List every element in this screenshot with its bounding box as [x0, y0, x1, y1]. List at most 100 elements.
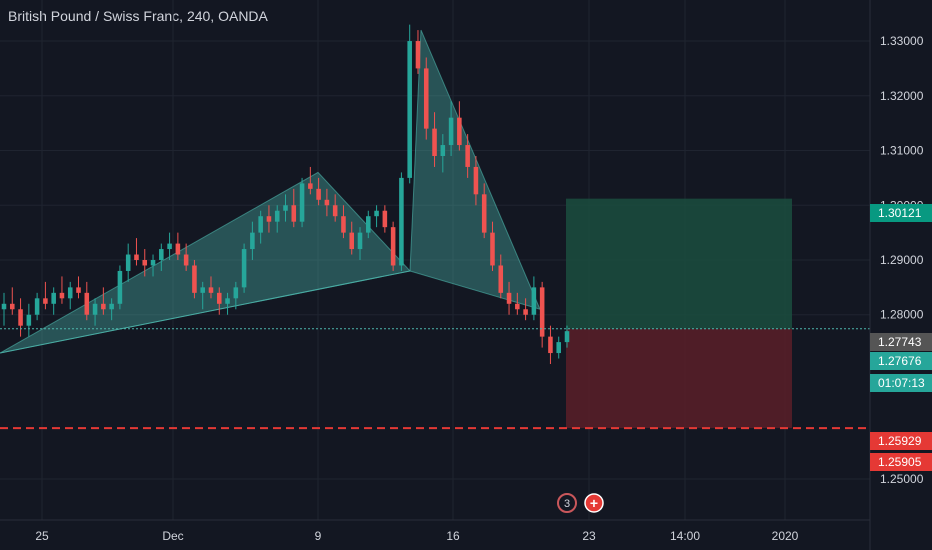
candle-body [18, 309, 23, 326]
y-tick-label: 1.31000 [880, 144, 924, 158]
candle-body [159, 249, 164, 260]
candle-body [506, 292, 512, 304]
candle-body [225, 298, 230, 304]
candle-body [548, 336, 553, 354]
candle-body [390, 227, 396, 266]
candle-body [150, 260, 156, 266]
candle-body [76, 287, 81, 293]
candle-body [59, 292, 65, 299]
candle-body [316, 188, 321, 200]
candle-body [299, 183, 305, 222]
price-label-box [870, 204, 932, 222]
candle-body [349, 232, 355, 250]
candle-body [539, 287, 545, 337]
event-badge-icon [557, 493, 577, 513]
candle-body [374, 210, 379, 217]
pattern-xab [0, 171, 411, 354]
profit-zone [566, 198, 792, 329]
candle-body [274, 210, 280, 222]
candle-body [200, 287, 205, 293]
event-badge-plus: + [590, 495, 598, 511]
price-label-box [870, 333, 932, 351]
candle-body [84, 292, 90, 315]
candle-body [125, 254, 131, 271]
candle-body [564, 331, 570, 343]
candle-body [399, 177, 404, 266]
price-label-text: 1.27743 [878, 335, 922, 349]
candle-body [448, 117, 454, 146]
candle-body [51, 292, 56, 304]
x-tick-label: 9 [315, 529, 322, 543]
candle-body [357, 232, 363, 250]
price-label-text: 1.27676 [878, 354, 922, 368]
y-tick-label: 1.29000 [880, 253, 924, 267]
x-tick-label: Dec [162, 529, 183, 543]
candle-body [109, 303, 114, 310]
price-label-box [870, 453, 932, 471]
candle-body [490, 232, 495, 266]
price-label-box [870, 432, 932, 450]
candle-body [192, 265, 197, 293]
y-tick-label: 1.33000 [880, 34, 924, 48]
candle-body [465, 145, 470, 167]
candle-body [92, 303, 98, 315]
candle-body [324, 199, 330, 206]
candle-body [241, 249, 247, 288]
event-badge-plus-icon [584, 493, 604, 513]
x-tick-label: 25 [35, 529, 49, 543]
candle-body [283, 205, 288, 211]
candle-body [216, 292, 222, 304]
candle-body [10, 303, 15, 310]
candle-body [134, 254, 139, 260]
candle-body [457, 117, 462, 146]
candle-body [407, 41, 412, 178]
candle-body [34, 298, 40, 315]
candle-body [101, 303, 106, 310]
price-label-text: 1.25905 [878, 455, 922, 469]
price-label-text: 1.25929 [878, 434, 922, 448]
price-label-box [870, 352, 932, 370]
candle-body [515, 303, 520, 310]
loss-zone [566, 328, 792, 429]
candle-body [415, 41, 421, 69]
candle-body [258, 216, 263, 233]
candle-body [175, 243, 181, 255]
candle-body [423, 68, 429, 129]
candle-body [291, 205, 297, 222]
event-badge-count: 3 [564, 498, 570, 510]
x-tick-label: 23 [582, 529, 596, 543]
candle-body [117, 270, 123, 304]
candle-body [432, 128, 437, 156]
candle-body [498, 265, 504, 293]
candle-body [440, 145, 446, 156]
candle-body [473, 166, 479, 195]
candle-body [233, 287, 239, 299]
candle-body [332, 205, 338, 217]
candle-body [523, 309, 528, 315]
candle-body [142, 260, 148, 266]
candle-body [382, 210, 388, 228]
chart-title: British Pound / Swiss Franc, 240, OANDA [8, 8, 268, 24]
candle-body [208, 287, 214, 293]
candle-body [43, 298, 48, 304]
x-tick-label: 2020 [772, 529, 799, 543]
candle-body [366, 216, 371, 233]
candle-body [556, 342, 561, 354]
candle-body [1, 303, 7, 310]
candle-body [341, 216, 346, 233]
candle-body [26, 314, 32, 326]
pattern-xb-line [0, 270, 411, 354]
candle-body [67, 287, 73, 299]
candle-body [266, 216, 272, 222]
price-label-box [870, 374, 932, 392]
price-label-text: 1.30121 [878, 206, 922, 220]
y-tick-label: 1.25000 [880, 472, 924, 486]
candle-body [183, 254, 189, 266]
candle-body [167, 243, 172, 250]
candle-body [308, 183, 313, 189]
y-tick-label: 1.28000 [880, 308, 924, 322]
candle-body [481, 194, 487, 233]
price-label-text: 01:07:13 [878, 376, 925, 390]
y-tick-label: 1.32000 [880, 89, 924, 103]
